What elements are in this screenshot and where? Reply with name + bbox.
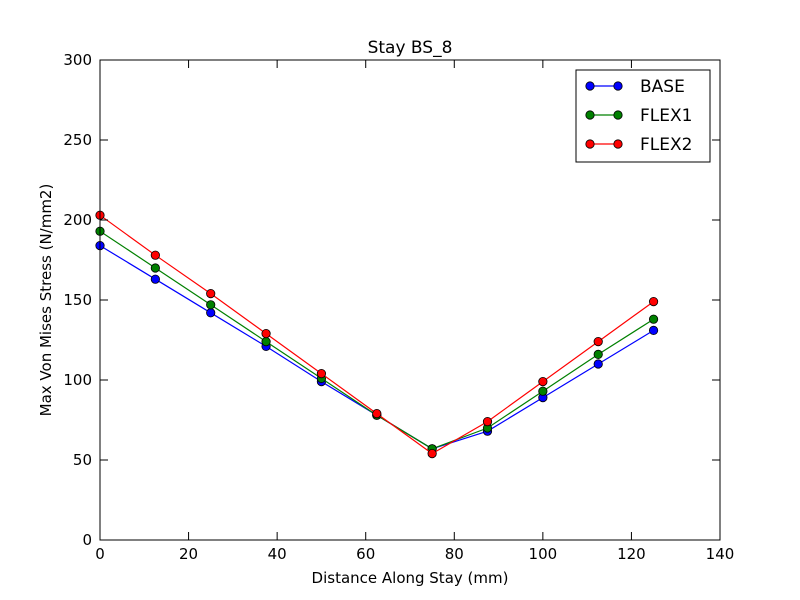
x-tick-label: 120 xyxy=(617,545,646,563)
data-point-base xyxy=(648,325,659,335)
data-point-flex2 xyxy=(482,416,493,427)
data-point-flex1 xyxy=(261,336,271,347)
x-tick-label: 40 xyxy=(268,545,287,563)
x-tick-label: 60 xyxy=(356,545,375,563)
legend: BASE FLEX1 FLEX2 xyxy=(575,69,711,163)
data-point-flex2 xyxy=(316,368,327,379)
data-point-flex2 xyxy=(206,288,216,299)
legend-marker-base xyxy=(585,81,595,91)
y-tick-label: 100 xyxy=(63,371,92,389)
legend-marker-flex1 xyxy=(585,110,595,120)
legend-box xyxy=(575,69,711,163)
legend-marker-flex2 xyxy=(585,139,595,149)
data-point-flex2 xyxy=(427,448,437,459)
data-point-base xyxy=(206,308,216,318)
legend-marker-base xyxy=(613,81,623,91)
x-tick-label: 20 xyxy=(179,545,198,563)
x-tick-label: 100 xyxy=(529,545,558,563)
plot-area xyxy=(95,210,659,459)
data-point-flex2 xyxy=(538,376,548,387)
data-point-flex1 xyxy=(648,314,659,324)
data-point-flex1 xyxy=(206,300,216,310)
legend-marker-flex2 xyxy=(613,139,623,149)
x-tick-label: 140 xyxy=(706,545,735,563)
x-axis-label: Distance Along Stay (mm) xyxy=(312,569,509,587)
legend-label-flex2: FLEX2 xyxy=(640,135,692,155)
data-point-flex1 xyxy=(593,349,603,359)
data-point-flex2 xyxy=(261,328,271,339)
data-point-base xyxy=(150,274,160,284)
legend-label-base: BASE xyxy=(640,77,685,97)
x-tick-label: 80 xyxy=(445,545,464,563)
data-point-flex2 xyxy=(648,296,659,307)
y-tick-label: 0 xyxy=(82,531,92,549)
data-point-flex2 xyxy=(372,408,382,419)
y-tick-label: 250 xyxy=(63,131,92,149)
legend-label-flex1: FLEX1 xyxy=(640,106,692,126)
y-tick-label: 200 xyxy=(63,211,92,229)
chart-title: Stay BS_8 xyxy=(368,38,453,58)
y-tick-label: 300 xyxy=(63,51,92,69)
data-point-flex1 xyxy=(538,386,548,396)
data-point-flex2 xyxy=(593,336,603,347)
legend-marker-flex1 xyxy=(613,110,623,120)
y-axis-label: Max Von Mises Stress (N/mm2) xyxy=(37,184,55,417)
axes: 0 20 40 60 80 100 120 140 0 50 100 150 200 250 300 xyxy=(63,51,734,563)
y-tick-label: 50 xyxy=(73,451,92,469)
data-point-flex2 xyxy=(150,250,160,260)
y-tick-label: 150 xyxy=(63,291,92,309)
data-point-base xyxy=(593,359,603,369)
x-tick-label: 0 xyxy=(95,545,105,563)
data-point-flex1 xyxy=(150,263,160,273)
